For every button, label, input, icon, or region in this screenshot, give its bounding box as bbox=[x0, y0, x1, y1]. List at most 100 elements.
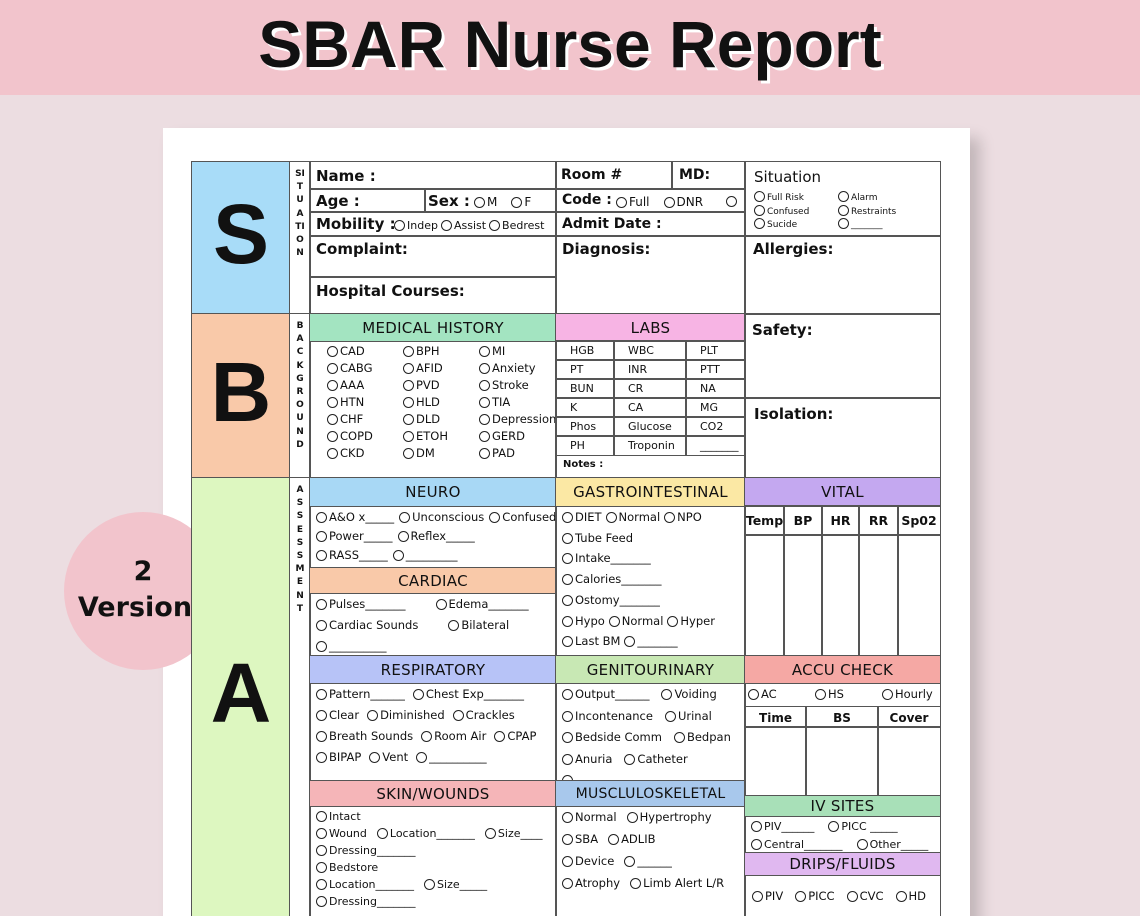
lab-name: PTT bbox=[700, 363, 720, 376]
section-word: ASSESSMENT bbox=[295, 485, 305, 614]
option-row: RASS_____ _________ bbox=[316, 548, 458, 562]
option-row: Clear Diminished Crackles bbox=[316, 708, 515, 722]
option-label: RASS_____ bbox=[329, 548, 388, 562]
option: Full Risk bbox=[754, 191, 804, 203]
option: Sucide bbox=[754, 218, 797, 230]
field-label: MD: bbox=[679, 167, 711, 183]
option-label: Urinal bbox=[677, 708, 712, 723]
section-header: MEDICAL HISTORY bbox=[309, 313, 557, 342]
radio-circle bbox=[754, 191, 765, 202]
radio-circle bbox=[327, 363, 338, 374]
radio-circle bbox=[316, 845, 327, 856]
option-row: SBA ADLIB bbox=[562, 832, 655, 846]
radio-circle bbox=[882, 689, 893, 700]
lab-name: BUN bbox=[570, 382, 594, 395]
radio-circle bbox=[479, 363, 490, 374]
radio-circle bbox=[403, 431, 414, 442]
option: Anuria bbox=[562, 752, 612, 766]
option-label: Intact bbox=[329, 810, 361, 823]
option: Stroke bbox=[479, 378, 529, 392]
radio-circle bbox=[316, 512, 327, 523]
option: HD bbox=[895, 889, 926, 903]
option-label: Indep bbox=[407, 219, 438, 232]
option-label: Device bbox=[575, 854, 615, 868]
option-label: Dressing_______ bbox=[329, 895, 416, 908]
section-header: SKIN/WOUNDS bbox=[309, 780, 557, 807]
radio-circle bbox=[562, 812, 573, 823]
option-row: HTN bbox=[327, 395, 364, 409]
radio-circle bbox=[562, 594, 573, 606]
option: DIET bbox=[562, 510, 602, 524]
option: HLD bbox=[403, 395, 440, 409]
option-label: __________ bbox=[429, 750, 487, 764]
radio-circle bbox=[327, 397, 338, 408]
option-label: Limb Alert L/R bbox=[643, 876, 725, 890]
section-header: GENITOURINARY bbox=[555, 655, 746, 684]
option: CVC bbox=[846, 889, 884, 903]
lab-name: Phos bbox=[570, 420, 597, 433]
option: Normal bbox=[605, 510, 661, 524]
option-label: PAD bbox=[492, 446, 515, 460]
option-row: PIV PICC CVC HD bbox=[752, 889, 926, 903]
option-label: PICC _____ bbox=[841, 820, 898, 833]
option-label: Pulses_______ bbox=[329, 597, 406, 611]
section-letter: S bbox=[212, 187, 270, 281]
option: BIPAP bbox=[316, 750, 361, 764]
cell bbox=[555, 435, 615, 456]
option-label: Full bbox=[629, 195, 650, 209]
option-row: COPD bbox=[327, 429, 373, 443]
option: _________ bbox=[392, 548, 458, 562]
radio-circle bbox=[664, 710, 676, 722]
option-label: DLD bbox=[416, 412, 441, 426]
option-label: Central_______ bbox=[764, 838, 843, 851]
option: CPAP bbox=[494, 729, 536, 743]
option-label: GERD bbox=[492, 429, 526, 443]
option-label: Catheter bbox=[637, 751, 688, 766]
option: Bilateral bbox=[448, 618, 509, 632]
radio-circle bbox=[316, 531, 327, 542]
option: HS bbox=[815, 687, 844, 701]
lab-name: CO2 bbox=[700, 420, 724, 433]
column-head: Time bbox=[759, 711, 792, 725]
option-label: PVD bbox=[416, 378, 440, 392]
option-row: Wound Location_______ Size____ bbox=[316, 827, 543, 840]
radio-circle bbox=[479, 448, 490, 459]
radio-circle bbox=[327, 431, 338, 442]
section-header: MUSCLULOSKELETAL bbox=[555, 780, 746, 807]
option-row: CABG bbox=[327, 361, 373, 375]
radio-circle bbox=[448, 620, 460, 631]
option: Confused bbox=[754, 204, 809, 217]
cell bbox=[805, 726, 879, 797]
option: Hypertrophy bbox=[626, 810, 712, 824]
option-row: HLD bbox=[403, 395, 440, 409]
option-label: DM bbox=[416, 446, 435, 460]
radio-circle bbox=[452, 710, 464, 721]
field-label: Diagnosis: bbox=[562, 240, 651, 258]
option-label: Bedside Comm bbox=[575, 730, 662, 744]
cell bbox=[613, 378, 687, 399]
column-head: BP bbox=[793, 513, 813, 528]
radio-circle bbox=[327, 414, 338, 425]
option: Hypo bbox=[562, 614, 605, 628]
field-label: Age : bbox=[316, 192, 360, 210]
lab-name: Troponin bbox=[628, 439, 675, 452]
option-row: DM bbox=[403, 446, 435, 460]
option: A&O x_____ bbox=[316, 510, 394, 524]
radio-circle bbox=[403, 380, 414, 391]
option: Crackles bbox=[452, 708, 515, 722]
radio-circle bbox=[394, 220, 405, 231]
option-label: A&O x_____ bbox=[329, 510, 395, 524]
option-label: Normal bbox=[618, 510, 661, 524]
option-label: CKD bbox=[340, 446, 365, 460]
option-label: AAA bbox=[340, 378, 365, 392]
radio-circle bbox=[562, 553, 573, 565]
option: Output______ bbox=[562, 687, 649, 701]
cell bbox=[191, 313, 291, 479]
section-header: CARDIAC bbox=[309, 567, 557, 594]
option: BPH bbox=[403, 344, 439, 358]
option-label: MI bbox=[492, 344, 506, 358]
option-row: Breath Sounds Room Air CPAP bbox=[316, 729, 536, 743]
radio-circle bbox=[367, 710, 379, 721]
cell bbox=[877, 726, 941, 797]
option-row: ETOH bbox=[403, 429, 448, 443]
